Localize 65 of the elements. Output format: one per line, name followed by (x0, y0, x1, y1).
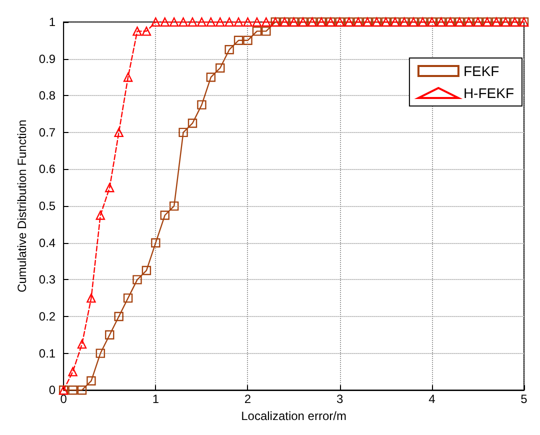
point (216, 63, 225, 73)
point (77, 386, 87, 395)
point (188, 17, 198, 27)
point (105, 183, 114, 192)
x-axis-title: Localization error/m (241, 409, 346, 423)
point (178, 128, 188, 138)
point (197, 100, 206, 110)
point (132, 275, 142, 284)
point (252, 17, 262, 27)
legend-label: FEKF (463, 63, 500, 79)
y-tick-label: 0.1 (38, 346, 56, 360)
x-tick-label: 1 (152, 392, 160, 406)
x-tick-label: 2 (244, 392, 252, 406)
y-tick-label: 0.9 (38, 52, 56, 66)
point (224, 45, 234, 54)
point (234, 17, 244, 27)
y-axis-title: Cumulative Distribution Function (15, 120, 29, 292)
point (224, 17, 234, 27)
point (197, 17, 206, 27)
point (243, 17, 252, 27)
point (169, 17, 179, 27)
point (86, 376, 96, 386)
point (123, 72, 133, 82)
point (123, 293, 133, 303)
point (234, 36, 244, 46)
point (77, 339, 87, 349)
x-tick-label: 5 (520, 392, 528, 406)
point (86, 293, 96, 303)
point (68, 386, 78, 395)
point (262, 17, 271, 27)
x-tick-label: 3 (336, 392, 344, 406)
point (105, 330, 114, 340)
y-tick-label: 0.5 (38, 199, 56, 214)
point (216, 17, 225, 27)
point (114, 128, 124, 138)
y-tick-label: 0.2 (38, 309, 56, 324)
point (160, 210, 170, 220)
point (151, 17, 160, 27)
point (142, 266, 152, 276)
y-tick-label: 0.8 (38, 88, 56, 103)
point (151, 238, 160, 248)
point (96, 348, 106, 358)
y-tick-label: 0.4 (38, 236, 56, 250)
x-tick-label: 0 (60, 392, 68, 406)
y-tick-label: 0.3 (38, 272, 56, 287)
y-tick-label: 1 (48, 15, 56, 29)
point (68, 367, 78, 376)
point (142, 26, 152, 36)
point (114, 312, 124, 322)
point (252, 26, 262, 36)
point (206, 72, 216, 82)
point (96, 210, 106, 220)
x-tick-label: 4 (428, 392, 436, 406)
point (178, 17, 188, 27)
point (132, 26, 142, 36)
point (243, 36, 252, 46)
point (160, 17, 170, 27)
y-tick-label: 0 (48, 383, 56, 398)
point (169, 201, 179, 211)
point (262, 26, 271, 36)
point (188, 118, 198, 128)
point (206, 17, 216, 27)
y-tick-label: 0.6 (38, 162, 56, 176)
legend-label: H-FEKF (463, 85, 514, 101)
y-tick-label: 0.7 (38, 125, 56, 140)
